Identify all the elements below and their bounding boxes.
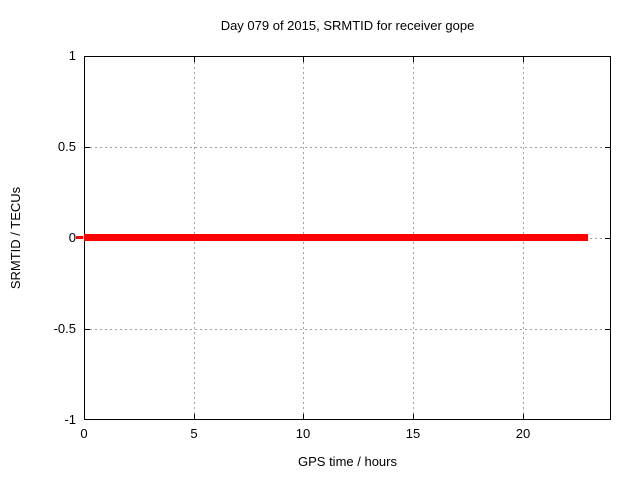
xtick-label-15: 15 (405, 426, 421, 441)
ytick-label-0.5: 0.5 (57, 139, 76, 154)
xtick-label-20: 20 (515, 426, 531, 441)
xtick-label-10: 10 (295, 426, 311, 441)
ytick-left--0.5 (85, 329, 90, 330)
xtick-bottom-10 (303, 414, 304, 419)
xtick-top-20 (523, 57, 524, 62)
ytick-label-1: 1 (68, 48, 76, 63)
ytick-label--0.5: -0.5 (53, 321, 76, 336)
chart-title: Day 079 of 2015, SRMTID for receiver gop… (220, 18, 475, 33)
ytick-right-0 (605, 238, 610, 239)
ytick-right-0.5 (605, 147, 610, 148)
ytick-left-0.5 (85, 147, 90, 148)
xtick-top-15 (413, 57, 414, 62)
srmtid-zero-line (84, 234, 588, 241)
xtick-bottom-15 (413, 414, 414, 419)
plot-area (84, 56, 611, 420)
y-axis-label: SRMTID / TECUs (8, 186, 23, 290)
xtick-label-0: 0 (80, 426, 88, 441)
xtick-bottom-20 (523, 414, 524, 419)
xtick-bottom-5 (194, 414, 195, 419)
ytick-right--0.5 (605, 329, 610, 330)
ytick-label--1: -1 (64, 412, 76, 427)
gridline-y--0.5 (85, 329, 610, 330)
xtick-label-5: 5 (190, 426, 198, 441)
xtick-top-5 (194, 57, 195, 62)
srmtid-line-left-cap (76, 236, 83, 239)
ytick-label-0: 0 (68, 230, 76, 245)
xtick-top-10 (303, 57, 304, 62)
x-axis-label: GPS time / hours (298, 454, 397, 469)
gridline-y-0.5 (85, 147, 610, 148)
